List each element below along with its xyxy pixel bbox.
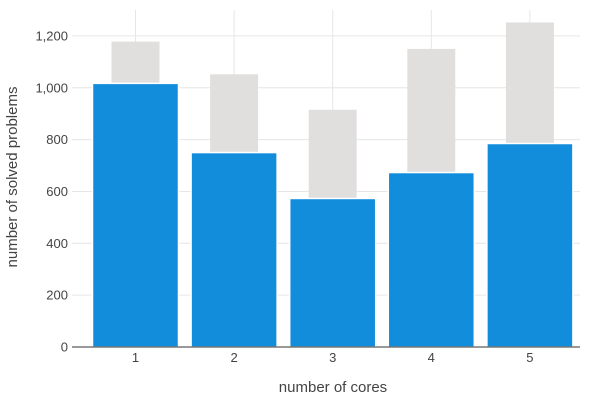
- bar-upper-5: [505, 22, 554, 144]
- y-tick-label: 600: [46, 184, 68, 199]
- bar-upper-1: [111, 41, 160, 84]
- x-tick-label: 5: [526, 350, 533, 365]
- y-tick-label: 0: [61, 340, 68, 355]
- y-tick-label: 400: [46, 236, 68, 251]
- x-axis-label: number of cores: [279, 379, 387, 396]
- y-tick-label: 800: [46, 132, 68, 147]
- bar-upper-4: [407, 48, 456, 173]
- bar-lower-3: [288, 197, 377, 348]
- y-tick-label: 1,000: [35, 80, 68, 95]
- y-tick-labels: 0 200 400 600 800 1,000 1,200: [35, 28, 68, 354]
- bar-upper-3: [308, 109, 357, 199]
- bar-lower-5: [486, 142, 574, 348]
- bar-lower-1: [91, 82, 180, 348]
- x-tick-label: 4: [428, 350, 435, 365]
- bar-upper-2: [210, 74, 259, 153]
- bar-lower-4: [387, 171, 476, 348]
- x-tick-label: 1: [132, 350, 139, 365]
- x-tick-label: 3: [329, 350, 336, 365]
- bars: [91, 22, 574, 348]
- x-tick-labels: 1 2 3 4 5: [132, 350, 534, 365]
- y-tick-label: 1,200: [35, 28, 68, 43]
- y-tick-label: 200: [46, 288, 68, 303]
- y-axis-label: number of solved problems: [4, 87, 21, 268]
- bar-lower-2: [190, 151, 278, 348]
- x-tick-label: 2: [230, 350, 237, 365]
